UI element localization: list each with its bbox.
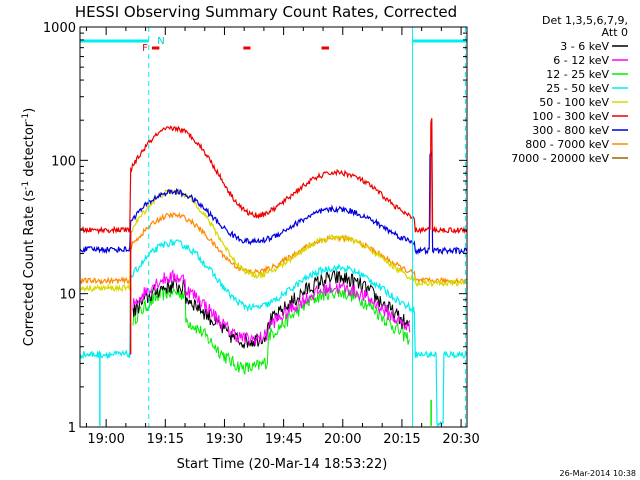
- y-tick-label: 100: [51, 154, 76, 169]
- x-tick-label: 19:45: [265, 432, 302, 447]
- y-axis-label-sup: -1: [21, 113, 31, 122]
- y-axis-label-part: Corrected Count Rate (s: [22, 190, 37, 347]
- y-tick-label: 10: [59, 288, 76, 303]
- y-tick-label: 1000: [43, 21, 76, 36]
- x-tick-label: 19:30: [206, 432, 243, 447]
- plot-series: [79, 118, 468, 428]
- x-axis-label: Start Time (20-Mar-14 18:53:22): [177, 457, 388, 472]
- x-tick-label: 20:00: [324, 432, 361, 447]
- series-line-cyan: [79, 239, 468, 428]
- legend-label: 3 - 6 keV: [560, 40, 609, 53]
- flag-label-n: N: [157, 36, 164, 47]
- series-line-black: [132, 270, 411, 349]
- axes: 19:00 19:15 19:30 19:45 20:00 20:15 20:30 1 10 10…: [43, 21, 480, 447]
- y-tick-label: 1: [68, 421, 76, 436]
- y-axis-label-part: ): [22, 108, 37, 113]
- legend-header-line: Det 1,3,5,6,7,9,: [542, 14, 628, 27]
- x-tick-label: 20:30: [442, 432, 479, 447]
- series-line-green: [132, 285, 411, 375]
- plot-decor: [80, 27, 467, 427]
- plot-frame: [79, 26, 468, 428]
- legend-label: 100 - 300 keV: [532, 110, 609, 123]
- legend-label: 6 - 12 keV: [553, 54, 609, 67]
- generation-timestamp: 26-Mar-2014 10:38: [560, 469, 637, 478]
- series-line-magenta: [132, 268, 411, 346]
- y-axis-label-sup: -1: [21, 181, 31, 190]
- legend-label: 7000 - 20000 keV: [511, 152, 609, 165]
- series-line-blue: [79, 150, 468, 256]
- y-axis-label: Corrected Count Rate (s-1 detector-1): [21, 108, 37, 346]
- x-tick-label: 20:15: [383, 432, 420, 447]
- legend-label: 300 - 800 keV: [532, 124, 609, 137]
- y-axis-label-part: detector: [22, 121, 37, 181]
- series-line-yellow: [80, 188, 468, 293]
- legend-label: 800 - 7000 keV: [525, 138, 609, 151]
- x-tick-label: 19:15: [147, 432, 184, 447]
- legend-header-line: Att 0: [602, 26, 628, 39]
- flag-label-f: F: [142, 43, 148, 54]
- legend-label: 12 - 25 keV: [546, 68, 609, 81]
- series-line-orange: [79, 212, 467, 286]
- legend-label: 25 - 50 keV: [546, 82, 609, 95]
- legend-label: 50 - 100 keV: [539, 96, 609, 109]
- chart-title: HESSI Observing Summary Count Rates, Cor…: [75, 3, 457, 21]
- x-tick-label: 19:00: [87, 432, 124, 447]
- series-line-red: [80, 118, 468, 235]
